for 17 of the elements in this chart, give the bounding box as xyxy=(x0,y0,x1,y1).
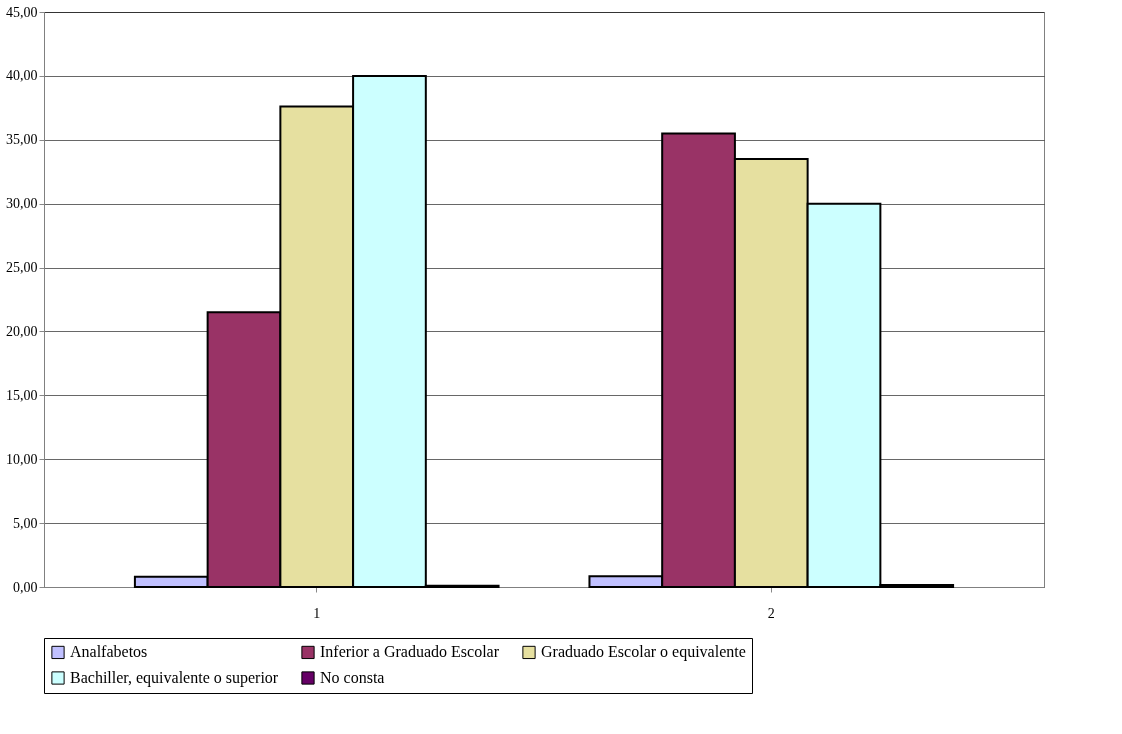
y-tick-label: 45,00 xyxy=(6,4,38,20)
y-tick-label: 25,00 xyxy=(6,260,38,276)
y-tick-label: 5,00 xyxy=(13,515,38,531)
y-tick-label: 0,00 xyxy=(13,579,38,595)
y-tick-label: 10,00 xyxy=(6,451,38,467)
y-tick-label: 30,00 xyxy=(6,196,38,212)
x-tick-label: 1 xyxy=(313,605,321,621)
legend-label: Bachiller, equivalente o superior xyxy=(70,669,279,687)
legend-label: Inferior a Graduado Escolar xyxy=(320,643,500,661)
legend-label: Graduado Escolar o equivalente xyxy=(541,643,746,662)
y-tick-label: 15,00 xyxy=(6,387,38,403)
y-tick-label: 35,00 xyxy=(6,132,38,148)
legend-label: No consta xyxy=(320,669,385,686)
legend-label: Analfabetos xyxy=(70,643,148,661)
y-tick-label: 40,00 xyxy=(6,68,38,84)
y-tick-label: 20,00 xyxy=(6,323,38,339)
x-tick-label: 2 xyxy=(767,605,775,621)
